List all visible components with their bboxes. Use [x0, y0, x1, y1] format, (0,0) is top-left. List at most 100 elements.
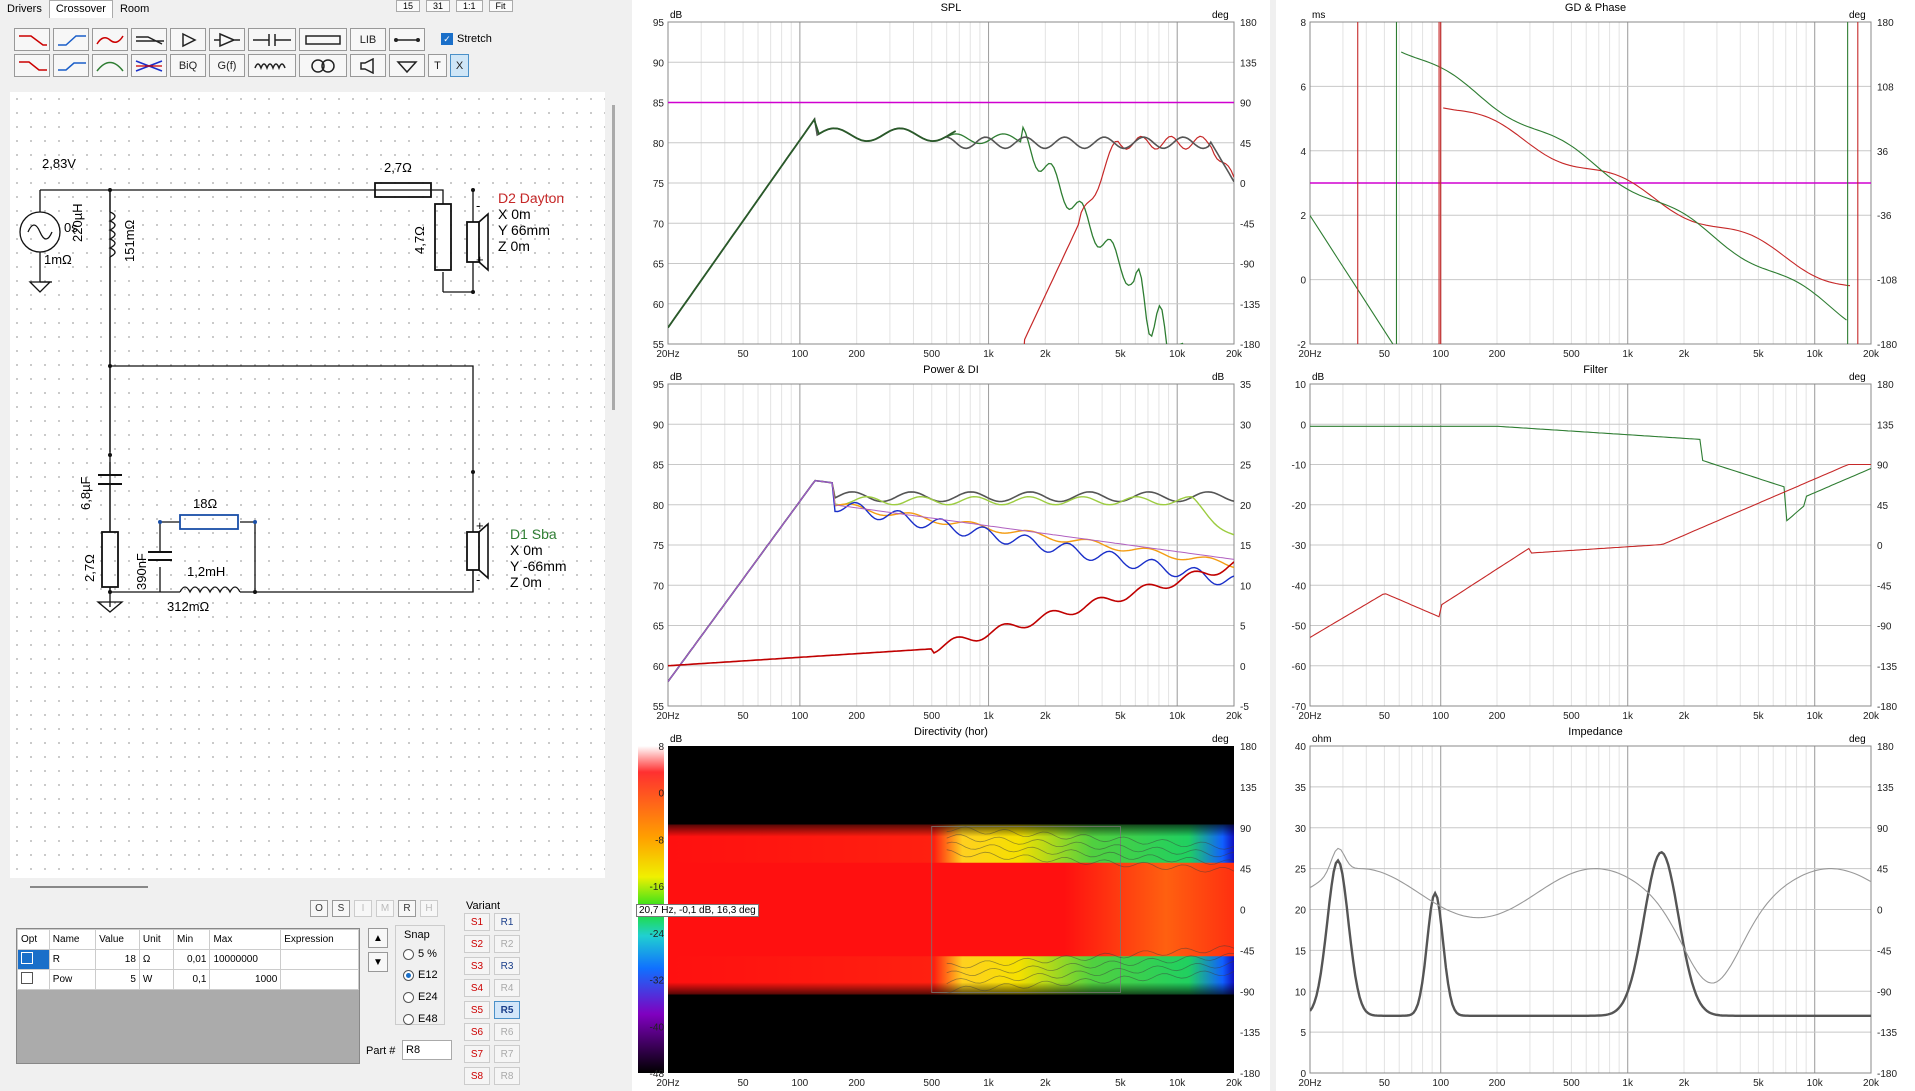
schematic-canvas[interactable]: 2,83V 0s 1mΩ 220µH 151mΩ 2,7Ω 4,7Ω D2 Da… — [10, 92, 605, 878]
delete-button[interactable]: X — [450, 54, 469, 77]
radio-selected-icon[interactable] — [403, 969, 414, 981]
zoom-15-button[interactable]: 15 — [396, 0, 421, 12]
move-up-button[interactable]: ▲ — [368, 928, 388, 948]
l1-value-label[interactable]: 220µH — [70, 203, 85, 242]
option-s-button[interactable]: S — [332, 900, 350, 917]
expression-cell[interactable] — [280, 949, 359, 970]
imp-graph[interactable]: 40 35 30 25 20 15 10 5 0 180 135 90 45 0 -45 -90 -135 -18… — [1276, 724, 1915, 1091]
variant-r4-button[interactable]: R4 — [494, 979, 520, 997]
summer-button[interactable] — [209, 28, 245, 51]
wire-button[interactable] — [389, 28, 425, 51]
notch-button[interactable] — [131, 28, 167, 51]
variant-s7-button[interactable]: S7 — [464, 1045, 490, 1063]
capacitor-button[interactable] — [248, 28, 296, 51]
variant-r8-button[interactable]: R8 — [494, 1067, 520, 1085]
zoom-1-1-button[interactable]: 1:1 — [456, 0, 483, 12]
inductor-button[interactable] — [248, 54, 296, 77]
library-button[interactable]: LIB — [350, 28, 386, 51]
option-m-button[interactable]: M — [376, 900, 394, 917]
value-cell[interactable]: 18 — [95, 949, 140, 970]
radio-icon[interactable] — [403, 948, 414, 960]
name-cell[interactable]: Pow — [48, 969, 97, 990]
d1-name-label[interactable]: D1 Sba — [510, 526, 557, 542]
snap-option-e12[interactable]: E12 — [403, 969, 438, 981]
l1-resistance-label[interactable]: 151mΩ — [122, 219, 137, 262]
allpass-button[interactable] — [92, 28, 128, 51]
resistor-button[interactable] — [299, 28, 347, 51]
move-down-button[interactable]: ▼ — [368, 952, 388, 972]
source-delay-label[interactable]: 0s — [64, 220, 78, 235]
c-parallel-label[interactable]: 390nF — [134, 553, 149, 590]
radio-icon[interactable] — [403, 1013, 414, 1025]
transfer-function-button[interactable]: G(f) — [209, 54, 245, 77]
crossed-button[interactable] — [131, 54, 167, 77]
option-i-button[interactable]: I — [354, 900, 372, 917]
opt-checkbox[interactable] — [21, 952, 33, 964]
snap-option-5pct[interactable]: 5 % — [403, 948, 437, 960]
filter-graph[interactable]: 10 0 -10 -20 -30 -40 -50 -60 -70 180 135 90 45 0 -45 -9… — [1276, 362, 1915, 724]
value-cell[interactable]: 5 — [95, 969, 140, 990]
variant-r1-button[interactable]: R1 — [494, 913, 520, 931]
max-cell[interactable]: 10000000 — [209, 949, 282, 970]
variant-r3-button[interactable]: R3 — [494, 957, 520, 975]
lowpass-2-button[interactable] — [53, 28, 89, 51]
radio-icon[interactable] — [403, 991, 414, 1003]
r-series-bottom-label[interactable]: 2,7Ω — [82, 554, 97, 582]
source-resistance-label[interactable]: 1mΩ — [44, 252, 72, 267]
stretch-checkbox[interactable]: ✓ — [441, 33, 453, 45]
opt-cell[interactable] — [17, 949, 50, 970]
variant-s6-button[interactable]: S6 — [464, 1023, 490, 1041]
option-o-button[interactable]: O — [310, 900, 328, 917]
table-row[interactable]: Pow 5 W 0,1 1000 — [17, 969, 359, 990]
schematic-vertical-scrollbar[interactable] — [612, 105, 615, 410]
opt-checkbox[interactable] — [21, 972, 33, 984]
spl-graph[interactable]: 95 90 85 80 75 70 65 60 55 180 135 90 45 0 -45 -90 -135 -… — [632, 0, 1270, 362]
variant-r5-button[interactable]: R5 — [494, 1001, 520, 1019]
zoom-fit-button[interactable]: Fit — [488, 0, 513, 12]
zoom-31-button[interactable]: 31 — [426, 0, 451, 12]
option-r-button[interactable]: R — [398, 900, 416, 917]
variant-s2-button[interactable]: S2 — [464, 935, 490, 953]
text-button[interactable]: T — [428, 54, 447, 77]
variant-r7-button[interactable]: R7 — [494, 1045, 520, 1063]
gd-graph[interactable]: 8 6 4 2 0 -2 180 108 36 -36 -108 -180 20Hz 50 100 200 50… — [1276, 0, 1915, 362]
highpass-2-button[interactable] — [53, 54, 89, 77]
biquad-button[interactable]: BiQ — [170, 54, 206, 77]
l2-value-label[interactable]: 1,2mH — [187, 564, 226, 579]
variant-r6-button[interactable]: R6 — [494, 1023, 520, 1041]
d2-name-label[interactable]: D2 Dayton — [498, 190, 565, 206]
snap-option-e24[interactable]: E24 — [403, 991, 438, 1003]
r-shunt-tweeter-label[interactable]: 4,7Ω — [412, 226, 427, 254]
stretch-toggle[interactable]: ✓ Stretch — [441, 33, 492, 45]
r-parallel-label[interactable]: 18Ω — [193, 496, 218, 511]
ground-button[interactable] — [389, 54, 425, 77]
transformer-button[interactable] — [299, 54, 347, 77]
speaker-button[interactable] — [350, 54, 386, 77]
r-series-top-label[interactable]: 2,7Ω — [384, 160, 412, 175]
opt-cell[interactable] — [17, 969, 50, 990]
power-graph[interactable]: 95 90 85 80 75 70 65 60 55 35 30 25 20 15 10 5 0 -5 20Hz 50… — [632, 362, 1270, 724]
table-row[interactable]: R 18 Ω 0,01 10000000 — [17, 949, 359, 970]
max-cell[interactable]: 1000 — [209, 969, 282, 990]
directivity-selection-box[interactable] — [931, 826, 1121, 993]
variant-r2-button[interactable]: R2 — [494, 935, 520, 953]
tab-crossover[interactable]: Crossover — [48, 0, 113, 18]
variant-s4-button[interactable]: S4 — [464, 979, 490, 997]
variant-s1-button[interactable]: S1 — [464, 913, 490, 931]
l2-resistance-label[interactable]: 312mΩ — [167, 599, 210, 614]
highpass-1-button[interactable] — [14, 54, 50, 77]
source-voltage-label[interactable]: 2,83V — [42, 156, 76, 171]
schematic-horizontal-scrollbar[interactable] — [30, 886, 148, 888]
variant-s5-button[interactable]: S5 — [464, 1001, 490, 1019]
variant-s3-button[interactable]: S3 — [464, 957, 490, 975]
name-cell[interactable]: R — [48, 949, 97, 970]
min-cell[interactable]: 0,1 — [173, 969, 211, 990]
bandpass-button[interactable] — [92, 54, 128, 77]
tab-drivers[interactable]: Drivers — [7, 3, 42, 15]
dir-graph[interactable]: 8 0 -8 -16 -24 -32 -40 -48 180 135 90 45 0 -45 -90 -135… — [632, 724, 1270, 1091]
variant-s8-button[interactable]: S8 — [464, 1067, 490, 1085]
lowpass-1-button[interactable] — [14, 28, 50, 51]
expression-cell[interactable] — [280, 969, 359, 990]
buffer-button[interactable] — [170, 28, 206, 51]
snap-option-e48[interactable]: E48 — [403, 1013, 438, 1025]
